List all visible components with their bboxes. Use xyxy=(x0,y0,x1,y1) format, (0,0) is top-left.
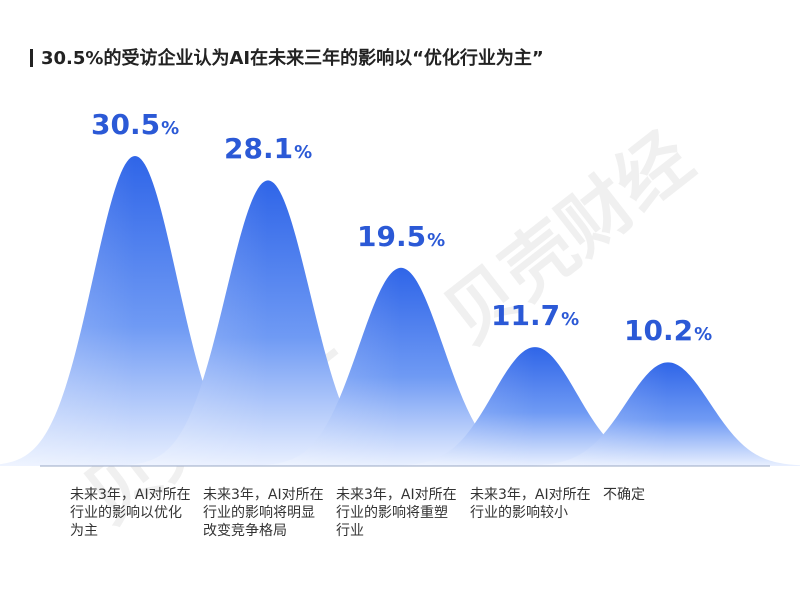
value-label-5: 10.2% xyxy=(624,314,712,347)
value-unit: % xyxy=(694,324,713,346)
peak-highlight-4 xyxy=(367,347,535,466)
category-label-3: 未来3年，AI对所在行业的影响将重塑行业 xyxy=(336,487,457,539)
value-unit: % xyxy=(561,309,580,331)
value-unit: % xyxy=(427,229,446,251)
category-label-5: 不确定 xyxy=(603,487,645,503)
value-number: 10.2 xyxy=(624,314,694,348)
peak-highlight-1 xyxy=(0,156,135,466)
peak-highlight-5 xyxy=(500,362,668,466)
category-label-2: 未来3年，AI对所在行业的影响将明显改变竞争格局 xyxy=(203,487,324,539)
value-label-1: 30.5% xyxy=(91,108,179,141)
peak-highlight-3 xyxy=(233,267,401,466)
category-label-1: 未来3年，AI对所在行业的影响以优化为主 xyxy=(70,487,191,539)
value-label-2: 28.1% xyxy=(224,132,312,165)
value-number: 11.7 xyxy=(491,299,561,333)
value-label-3: 19.5% xyxy=(357,220,445,253)
chart-title: 30.5%的受访企业认为AI在未来三年的影响以“优化行业为主” xyxy=(30,44,544,70)
category-label-4: 未来3年，AI对所在行业的影响较小 xyxy=(470,487,591,521)
value-number: 19.5 xyxy=(357,219,427,253)
value-unit: % xyxy=(294,142,313,164)
value-number: 30.5 xyxy=(91,108,161,141)
chart-title-text: 30.5%的受访企业认为AI在未来三年的影响以“优化行业为主” xyxy=(41,48,544,69)
title-accent-bar xyxy=(30,49,33,67)
value-label-4: 11.7% xyxy=(491,299,579,332)
peak-highlight-2 xyxy=(100,180,268,466)
value-number: 28.1 xyxy=(224,132,294,166)
value-unit: % xyxy=(161,118,180,139)
